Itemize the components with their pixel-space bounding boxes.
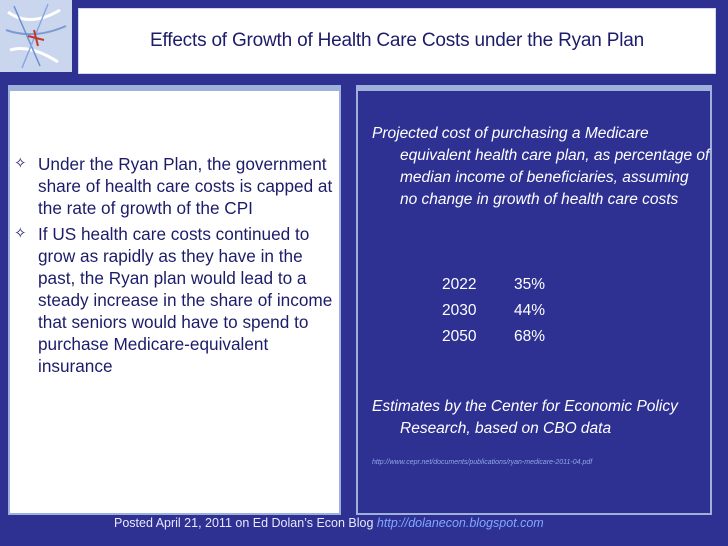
footer: Posted April 21, 2011 on Ed Dolan’s Econ… [114, 516, 544, 530]
left-panel-top-bar [10, 85, 339, 91]
table-row: 2050 68% [442, 328, 545, 354]
bullet-item: ✧ Under the Ryan Plan, the government sh… [14, 153, 336, 219]
estimates-source: Estimates by the Center for Economic Pol… [372, 398, 678, 437]
table-percent: 35% [514, 276, 546, 293]
footer-text: Posted April 21, 2011 on Ed Dolan’s Econ… [114, 516, 374, 530]
table-year: 2050 [442, 328, 477, 345]
projection-table: 2022 35% 2030 44% 2050 68% [442, 276, 545, 354]
title-box: Effects of Growth of Health Care Costs u… [78, 8, 716, 74]
table-row: 2022 35% [442, 276, 545, 302]
decorative-sketch-icon [0, 0, 72, 72]
projection-description: Projected cost of purchasing a Medicare … [372, 125, 710, 208]
page-title: Effects of Growth of Health Care Costs u… [150, 30, 644, 51]
four-point-star-icon: ✧ [14, 225, 27, 242]
blog-link[interactable]: http://dolanecon.blogspot.com [376, 516, 544, 530]
table-year: 2022 [442, 276, 477, 293]
table-percent: 44% [514, 302, 546, 319]
bullet-list: ✧ Under the Ryan Plan, the government sh… [14, 153, 336, 381]
bullet-text: Under the Ryan Plan, the government shar… [38, 154, 333, 218]
source-url-link[interactable]: http://www.cepr.net/documents/publicatio… [372, 459, 593, 466]
bullet-text: If US health care costs continued to gro… [38, 224, 333, 376]
left-panel: ✧ Under the Ryan Plan, the government sh… [8, 85, 341, 515]
table-percent: 68% [514, 328, 546, 345]
table-row: 2030 44% [442, 302, 545, 328]
four-point-star-icon: ✧ [14, 155, 27, 172]
table-year: 2030 [442, 302, 477, 319]
right-panel-top-bar [358, 85, 710, 91]
bullet-item: ✧ If US health care costs continued to g… [14, 223, 336, 377]
right-panel: Projected cost of purchasing a Medicare … [356, 85, 712, 515]
